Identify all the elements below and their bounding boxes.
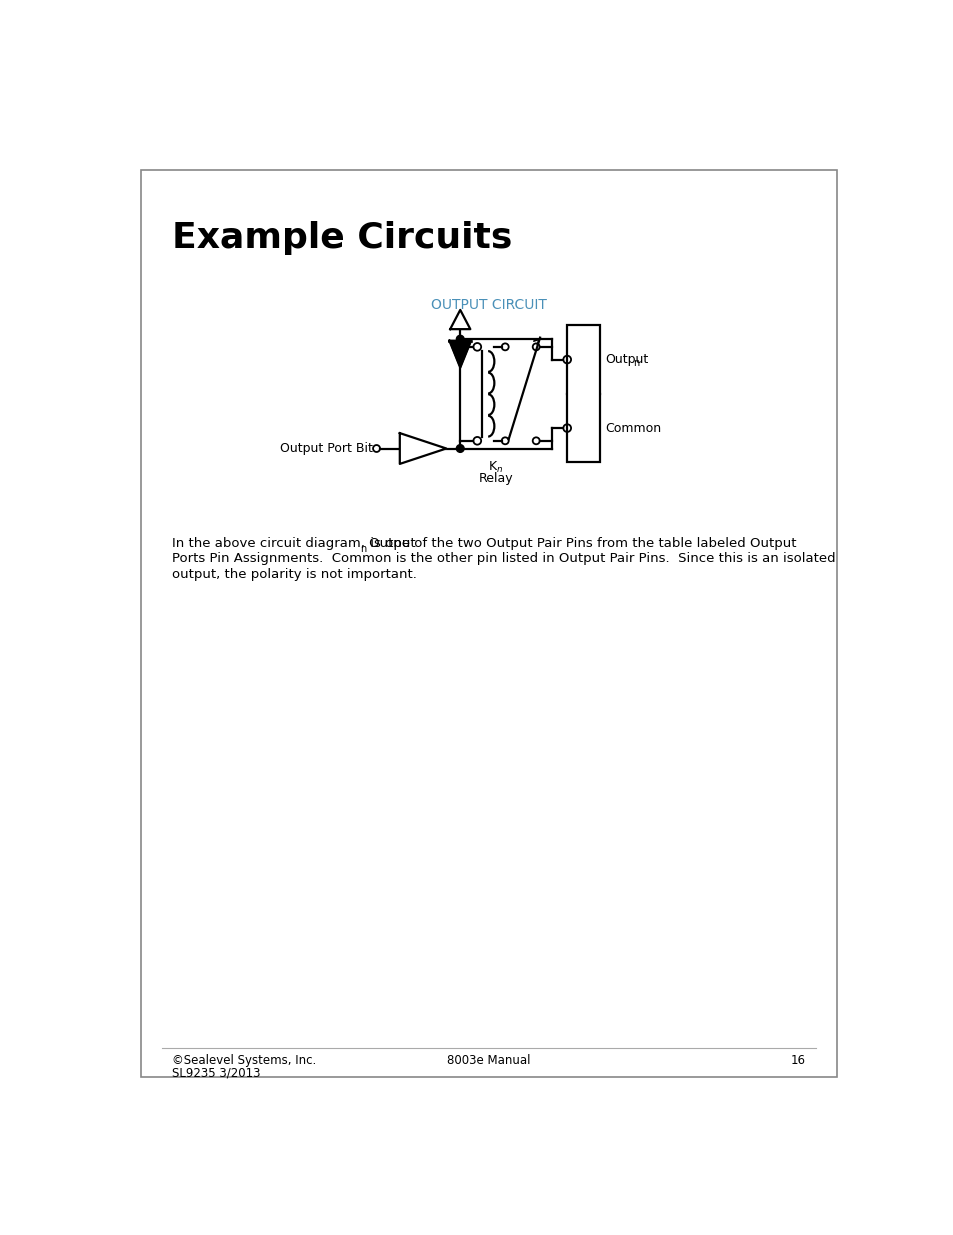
Text: Example Circuits: Example Circuits xyxy=(172,221,512,256)
Text: 8003e Manual: 8003e Manual xyxy=(447,1053,530,1067)
Text: n: n xyxy=(633,358,639,368)
Polygon shape xyxy=(450,310,470,330)
Text: OUTPUT CIRCUIT: OUTPUT CIRCUIT xyxy=(431,299,546,312)
Text: ©Sealevel Systems, Inc.: ©Sealevel Systems, Inc. xyxy=(172,1053,315,1067)
Text: output, the polarity is not important.: output, the polarity is not important. xyxy=(172,568,416,580)
Polygon shape xyxy=(449,341,471,368)
Bar xyxy=(567,325,599,462)
FancyBboxPatch shape xyxy=(141,169,836,1077)
Text: 16: 16 xyxy=(790,1053,805,1067)
Text: is one of the two Output Pair Pins from the table labeled Output: is one of the two Output Pair Pins from … xyxy=(365,537,796,550)
Circle shape xyxy=(456,445,464,452)
Polygon shape xyxy=(399,433,446,464)
Text: Common: Common xyxy=(604,421,660,435)
Text: Relay: Relay xyxy=(478,472,513,484)
Circle shape xyxy=(456,336,464,343)
Text: Output: Output xyxy=(604,353,648,366)
Text: K$_n$: K$_n$ xyxy=(488,461,503,475)
Text: SL9235 3/2013: SL9235 3/2013 xyxy=(172,1066,260,1079)
Text: Ports Pin Assignments.  Common is the other pin listed in Output Pair Pins.  Sin: Ports Pin Assignments. Common is the oth… xyxy=(172,552,835,566)
Text: In the above circuit diagram, Output: In the above circuit diagram, Output xyxy=(172,537,416,550)
Text: n: n xyxy=(360,543,366,555)
Text: Output Port Bit: Output Port Bit xyxy=(279,442,373,454)
